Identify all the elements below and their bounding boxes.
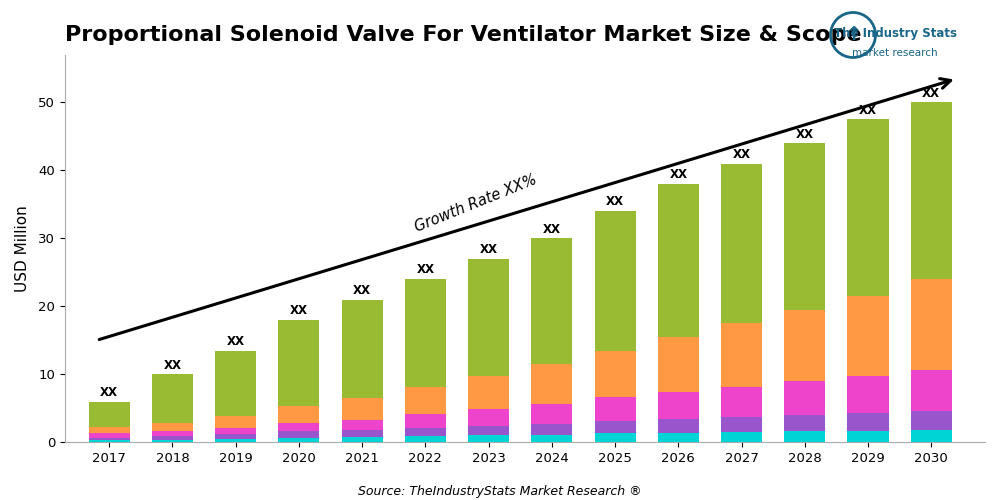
Bar bbox=[847, 413, 889, 430]
Bar bbox=[784, 381, 825, 415]
Text: Growth Rate XX%: Growth Rate XX% bbox=[413, 172, 539, 235]
Bar bbox=[405, 428, 446, 436]
Text: XX: XX bbox=[100, 386, 118, 399]
Bar bbox=[89, 434, 130, 438]
Text: The Industry Stats: The Industry Stats bbox=[834, 28, 956, 40]
Bar bbox=[911, 279, 952, 370]
Bar bbox=[215, 350, 256, 416]
Bar bbox=[784, 143, 825, 310]
Bar bbox=[152, 436, 193, 440]
Bar bbox=[278, 432, 319, 438]
Bar bbox=[405, 387, 446, 414]
Bar bbox=[405, 414, 446, 428]
Bar bbox=[215, 416, 256, 428]
Bar bbox=[278, 320, 319, 406]
Bar bbox=[721, 432, 762, 442]
Bar bbox=[531, 364, 572, 404]
Bar bbox=[721, 417, 762, 432]
Bar bbox=[152, 432, 193, 436]
Bar bbox=[342, 398, 383, 420]
Bar bbox=[721, 386, 762, 417]
Text: XX: XX bbox=[606, 196, 624, 208]
Text: XX: XX bbox=[416, 264, 434, 276]
Bar bbox=[658, 337, 699, 392]
Text: XX: XX bbox=[353, 284, 371, 297]
Text: Source: TheIndustryStats Market Research ®: Source: TheIndustryStats Market Research… bbox=[358, 484, 642, 498]
Bar bbox=[468, 426, 509, 436]
Bar bbox=[342, 430, 383, 437]
Bar bbox=[531, 238, 572, 364]
Text: market research: market research bbox=[852, 48, 938, 58]
Bar bbox=[595, 211, 636, 350]
Bar bbox=[784, 432, 825, 442]
Bar bbox=[847, 376, 889, 413]
Bar bbox=[784, 415, 825, 432]
Bar bbox=[721, 164, 762, 324]
Bar bbox=[531, 404, 572, 424]
Bar bbox=[278, 438, 319, 442]
Text: ↑: ↑ bbox=[845, 26, 861, 44]
Bar bbox=[847, 430, 889, 442]
Bar bbox=[89, 440, 130, 442]
Y-axis label: USD Million: USD Million bbox=[15, 205, 30, 292]
Bar bbox=[911, 102, 952, 279]
Text: XX: XX bbox=[922, 86, 940, 100]
Bar bbox=[784, 310, 825, 381]
Bar bbox=[468, 436, 509, 442]
Bar bbox=[342, 437, 383, 442]
Text: XX: XX bbox=[543, 222, 561, 235]
Bar bbox=[405, 436, 446, 442]
Bar bbox=[658, 184, 699, 337]
Bar bbox=[531, 435, 572, 442]
Bar bbox=[278, 423, 319, 432]
Text: XX: XX bbox=[859, 104, 877, 117]
Text: XX: XX bbox=[480, 243, 498, 256]
Bar bbox=[658, 392, 699, 419]
Bar bbox=[847, 296, 889, 376]
Bar bbox=[89, 402, 130, 426]
Bar bbox=[468, 259, 509, 376]
Bar bbox=[658, 433, 699, 442]
Bar bbox=[595, 421, 636, 434]
Bar bbox=[152, 423, 193, 432]
Bar bbox=[89, 426, 130, 434]
Bar bbox=[215, 428, 256, 434]
Bar bbox=[215, 439, 256, 442]
Bar bbox=[847, 120, 889, 296]
Bar bbox=[89, 438, 130, 440]
Bar bbox=[215, 434, 256, 439]
Bar bbox=[342, 300, 383, 398]
Text: XX: XX bbox=[733, 148, 751, 161]
Bar bbox=[152, 440, 193, 442]
Bar bbox=[405, 279, 446, 387]
Bar bbox=[531, 424, 572, 435]
Bar bbox=[595, 350, 636, 398]
Bar bbox=[152, 374, 193, 423]
Bar bbox=[911, 411, 952, 430]
Text: XX: XX bbox=[163, 358, 181, 372]
Bar bbox=[595, 434, 636, 442]
Bar bbox=[658, 419, 699, 433]
Bar bbox=[911, 370, 952, 411]
Text: XX: XX bbox=[227, 335, 245, 348]
Text: XX: XX bbox=[290, 304, 308, 317]
Text: XX: XX bbox=[796, 128, 814, 140]
Text: Proportional Solenoid Valve For Ventilator Market Size & Scope: Proportional Solenoid Valve For Ventilat… bbox=[65, 25, 861, 45]
Bar bbox=[468, 409, 509, 426]
Text: XX: XX bbox=[669, 168, 687, 181]
Bar bbox=[278, 406, 319, 423]
Bar bbox=[721, 324, 762, 386]
Bar bbox=[468, 376, 509, 409]
Bar bbox=[342, 420, 383, 430]
Bar bbox=[595, 398, 636, 421]
Bar bbox=[911, 430, 952, 442]
